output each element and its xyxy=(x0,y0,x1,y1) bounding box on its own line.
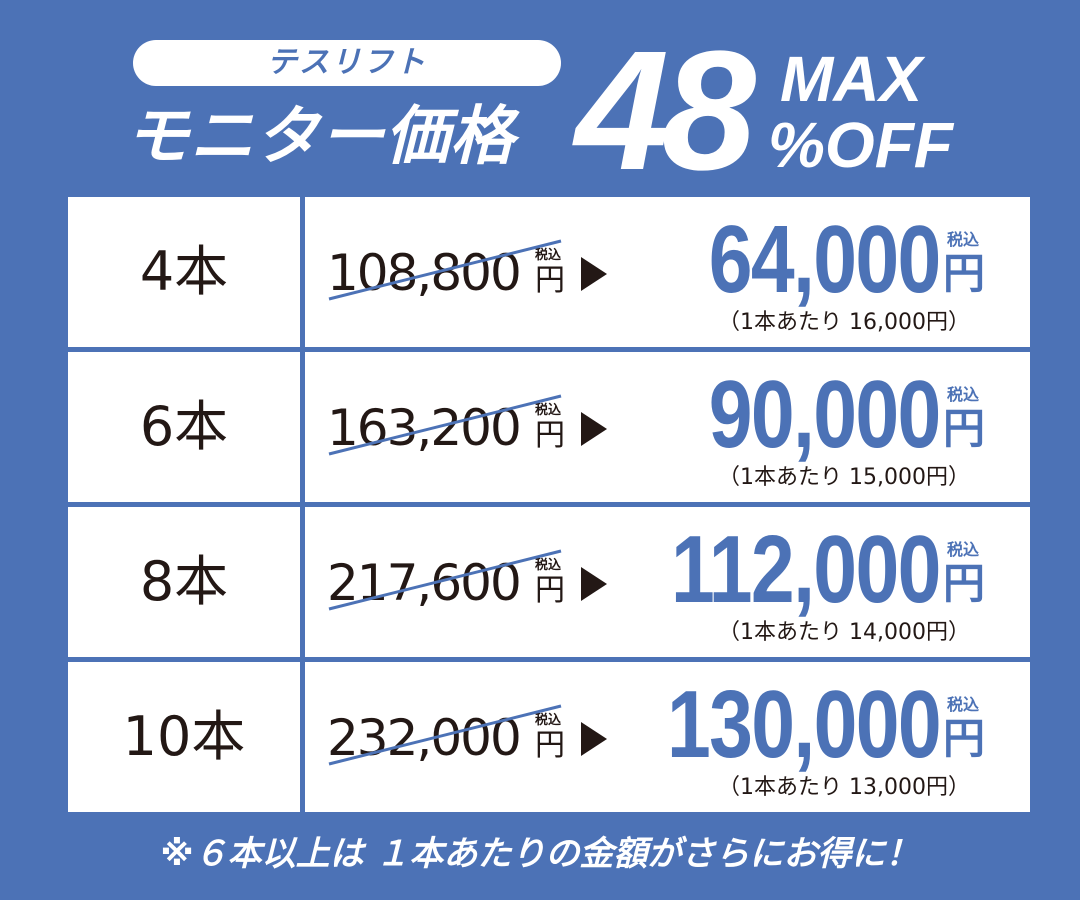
strikethrough-line xyxy=(328,394,562,456)
quantity-cell: 8本 xyxy=(68,507,300,657)
max-label: MAX xyxy=(780,43,923,115)
sale-price-value: 90,000 xyxy=(709,361,942,468)
sale-tax-label: 税込 xyxy=(947,695,980,714)
page-title: モニター価格 xyxy=(125,100,515,174)
original-yen-label: 円 xyxy=(535,573,565,608)
original-yen-label: 円 xyxy=(535,728,565,763)
header-pill: テスリフト xyxy=(133,40,561,86)
triangle-right-icon xyxy=(581,412,607,446)
table-row: 10本 232,000 税込 円 130,000 税込 円 （1本あたり 13,… xyxy=(68,662,1030,812)
price-table: 4本 108,800 税込 円 64,000 税込 円 （1本あたり 16,00… xyxy=(68,197,1030,813)
strikethrough-line xyxy=(328,549,562,611)
footnote: ※６本以上は １本あたりの金額がさらにお得に！ xyxy=(160,834,920,874)
sale-tax-label: 税込 xyxy=(947,385,980,404)
original-price: 163,200 税込 円 xyxy=(327,390,567,470)
price-cell: 217,600 税込 円 112,000 税込 円 （1本あたり 14,000円… xyxy=(305,507,1030,657)
sale-yen-label: 円 xyxy=(943,559,986,608)
triangle-right-icon xyxy=(581,257,607,291)
sale-price-value: 64,000 xyxy=(709,206,942,313)
original-yen-label: 円 xyxy=(535,418,565,453)
price-cell: 108,800 税込 円 64,000 税込 円 （1本あたり 16,000円） xyxy=(305,197,1030,347)
per-unit-price: （1本あたり 13,000円） xyxy=(718,775,970,800)
discount-number: 48 xyxy=(575,16,756,206)
per-unit-price: （1本あたり 14,000円） xyxy=(718,620,970,645)
original-tax-label: 税込 xyxy=(535,713,562,728)
table-row: 8本 217,600 税込 円 112,000 税込 円 （1本あたり 14,0… xyxy=(68,507,1030,657)
original-price: 217,600 税込 円 xyxy=(327,545,567,625)
off-label: %OFF xyxy=(768,109,953,181)
per-unit-price: （1本あたり 16,000円） xyxy=(718,310,970,335)
quantity-cell: 10本 xyxy=(68,662,300,812)
sale-yen-label: 円 xyxy=(943,714,986,763)
strikethrough-line xyxy=(328,239,562,301)
original-tax-label: 税込 xyxy=(535,558,562,573)
sale-tax-label: 税込 xyxy=(947,540,980,559)
sale-tax-label: 税込 xyxy=(947,230,980,249)
original-yen-label: 円 xyxy=(535,263,565,298)
price-cell: 163,200 税込 円 90,000 税込 円 （1本あたり 15,000円） xyxy=(305,352,1030,502)
table-row: 4本 108,800 税込 円 64,000 税込 円 （1本あたり 16,00… xyxy=(68,197,1030,347)
original-price: 108,800 税込 円 xyxy=(327,235,567,315)
quantity-cell: 4本 xyxy=(68,197,300,347)
quantity-cell: 6本 xyxy=(68,352,300,502)
table-row: 6本 163,200 税込 円 90,000 税込 円 （1本あたり 15,00… xyxy=(68,352,1030,502)
sale-yen-label: 円 xyxy=(943,249,986,298)
sale-yen-label: 円 xyxy=(943,404,986,453)
sale-price-value: 130,000 xyxy=(666,671,942,778)
original-tax-label: 税込 xyxy=(535,403,562,418)
triangle-right-icon xyxy=(581,567,607,601)
sale-price-value: 112,000 xyxy=(671,516,941,623)
triangle-right-icon xyxy=(581,722,607,756)
original-tax-label: 税込 xyxy=(535,248,562,263)
original-price: 232,000 税込 円 xyxy=(327,700,567,780)
per-unit-price: （1本あたり 15,000円） xyxy=(718,465,970,490)
strikethrough-line xyxy=(328,704,562,766)
price-cell: 232,000 税込 円 130,000 税込 円 （1本あたり 13,000円… xyxy=(305,662,1030,812)
